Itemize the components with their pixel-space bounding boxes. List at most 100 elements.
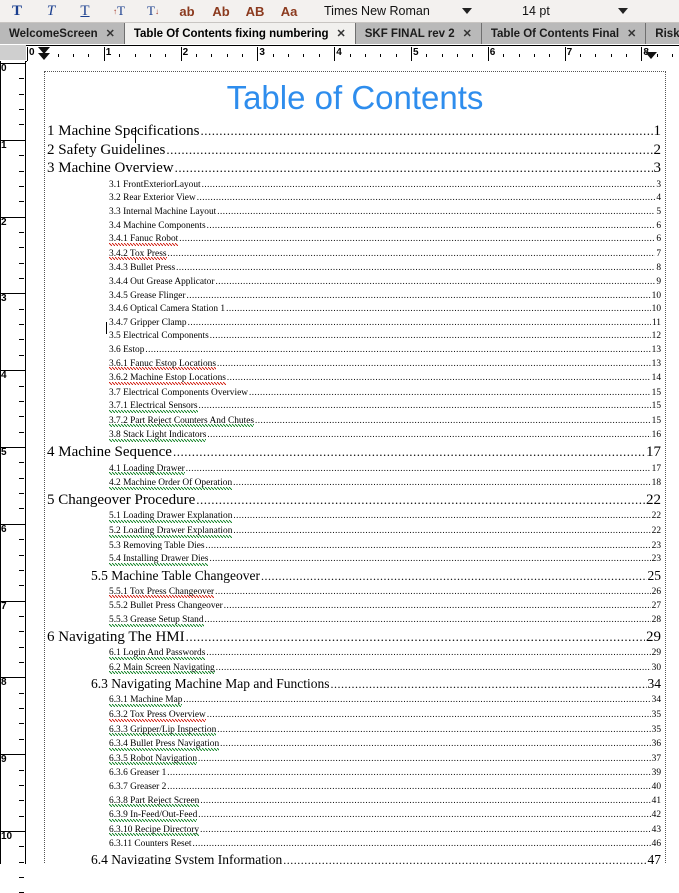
document-canvas[interactable]: Table of Contents 1 Machine Specificatio…: [27, 61, 679, 864]
ruler-minor-tick: [19, 662, 24, 664]
toc-entry[interactable]: 6.3.8 Part Reject Screen................…: [47, 794, 661, 809]
subscript-icon[interactable]: T ↓: [147, 3, 159, 18]
toc-entry[interactable]: 6.3.1 Machine Map.......................…: [47, 693, 661, 708]
toc-entry-page: 16: [651, 430, 661, 441]
toc-entry[interactable]: 6.3.9 In-Feed/Out-Feed..................…: [47, 808, 661, 823]
toc-entry[interactable]: 5.5.2 Bullet Press Changeover...........…: [47, 599, 661, 613]
ruler-minor-tick: [380, 54, 382, 57]
toc-entry-page: 13: [651, 344, 661, 355]
toc-entry[interactable]: 3.2 Rear Exterior View..................…: [47, 191, 661, 205]
toc-entry[interactable]: 5.4 Installing Drawer Dies..............…: [47, 552, 661, 567]
toc-entry[interactable]: 2 Safety Guidelines.....................…: [47, 141, 661, 160]
underline-icon[interactable]: T: [80, 2, 90, 19]
toc-entry[interactable]: 3.4.5 Grease Flinger....................…: [47, 289, 661, 303]
ruler-minor-tick: [19, 354, 24, 356]
document-page[interactable]: Table of Contents 1 Machine Specificatio…: [44, 71, 666, 864]
ruler-minor-tick: [165, 54, 167, 57]
toc-entry[interactable]: 6.3.5 Robot Navigation..................…: [47, 752, 661, 767]
toc-entry[interactable]: 5.3 Removing Table Dies.................…: [47, 539, 661, 553]
toc-entry[interactable]: 6.3 Navigating Machine Map and Functions…: [47, 675, 661, 693]
toc-entry[interactable]: 3.4.4 Out Grease Applicator.............…: [47, 275, 661, 289]
toc-entry[interactable]: 4.1 Loading Drawer......................…: [47, 462, 661, 477]
toc-entry[interactable]: 6.3.3 Gripper/Lip Inspection............…: [47, 723, 661, 738]
uppercase-icon[interactable]: AB: [245, 3, 265, 19]
ruler-minor-tick: [242, 54, 244, 57]
toc-entry[interactable]: 3.1 FrontExteriorLayout.................…: [47, 178, 661, 192]
toc-entry[interactable]: 3.3 Internal Machine Layout.............…: [47, 205, 661, 219]
vertical-ruler[interactable]: 0 1 2 3 4 5 6 7 8 9 10: [0, 61, 26, 893]
toc-entry[interactable]: 5.5 Machine Table Changeover............…: [47, 567, 661, 585]
toc-entry-page: 18: [651, 478, 661, 489]
document-tab[interactable]: Risk Assce: [646, 23, 679, 44]
ruler-minor-tick: [19, 416, 24, 418]
document-tab[interactable]: SKF FINAL rev 2 ✕: [355, 23, 482, 44]
toc-entry[interactable]: 3.4.6 Optical Camera Station 1..........…: [47, 302, 661, 316]
toc-entry[interactable]: 3.5 Electrical Components...............…: [47, 329, 661, 343]
subscript-glyph: T: [147, 3, 155, 18]
toc-entry[interactable]: 5.2 Loading Drawer Explanation..........…: [47, 524, 661, 539]
toggle-case-icon[interactable]: Aa: [280, 3, 298, 19]
toc-entry[interactable]: 4.2 Machine Order Of Operation..........…: [47, 476, 661, 491]
toc-entry[interactable]: 3.7.1 Electrical Sensors................…: [47, 399, 661, 414]
close-icon[interactable]: ✕: [105, 28, 115, 40]
toc-entry[interactable]: 6.3.10 Recipe Directory.................…: [47, 823, 661, 838]
toc-entry[interactable]: 4 Machine Sequence......................…: [47, 443, 661, 462]
bold-icon[interactable]: T: [11, 2, 22, 19]
document-tab[interactable]: Table Of Contents Final ✕: [481, 23, 647, 44]
right-indent-marker[interactable]: [645, 52, 657, 59]
toc-leader-dots: ........................................…: [217, 723, 650, 734]
superscript-icon[interactable]: ↑ T: [113, 3, 125, 18]
toc-entry[interactable]: 5 Changeover Procedure..................…: [47, 491, 661, 510]
ruler-minor-tick: [19, 308, 24, 310]
toc-entry[interactable]: 3.4 Machine Components..................…: [47, 219, 661, 233]
toc-entry[interactable]: 3.6.1 Fanuc Estop Locations.............…: [47, 357, 661, 372]
toc-entry[interactable]: 5.5.1 Tox Press Changeover..............…: [47, 585, 661, 600]
toc-entry-label: 6.2 Main Screen Navigating: [109, 661, 215, 676]
toc-entry[interactable]: 6.3.4 Bullet Press Navigation...........…: [47, 737, 661, 752]
toc-entry[interactable]: 3.7 Electrical Components Overview......…: [47, 386, 661, 400]
toc-entry[interactable]: 6.4 Navigating System Information.......…: [47, 851, 661, 864]
ruler-minor-tick: [19, 385, 24, 387]
toc-entry[interactable]: 3 Machine Overview......................…: [47, 159, 661, 178]
document-tab[interactable]: Table Of Contents fixing numbering ✕: [124, 23, 356, 44]
toc-entry[interactable]: 6.3.6 Greaser 1.........................…: [47, 766, 661, 780]
chevron-down-icon[interactable]: [618, 8, 628, 14]
first-line-indent-marker[interactable]: [38, 47, 50, 54]
font-size-combobox[interactable]: 14 pt: [518, 0, 636, 22]
toc-entry-page: 7: [656, 248, 661, 259]
close-icon[interactable]: ✕: [627, 28, 637, 40]
capitalize-icon[interactable]: Ab: [212, 3, 230, 19]
close-icon[interactable]: ✕: [336, 28, 346, 40]
toc-entry[interactable]: 3.6 Estop...............................…: [47, 343, 661, 357]
close-icon[interactable]: ✕: [462, 28, 472, 40]
document-tab[interactable]: WelcomeScreen ✕: [0, 23, 125, 44]
toc-entry[interactable]: 3.8 Stack Light Indicators..............…: [47, 428, 661, 444]
toc-entry[interactable]: 5.1 Loading Drawer Explanation..........…: [47, 509, 661, 525]
toc-entry[interactable]: 3.6.2 Machine Estop Locations...........…: [47, 371, 661, 386]
toc-entry-page: 9: [656, 276, 661, 287]
ruler-minor-tick: [610, 54, 612, 57]
toc-entry[interactable]: 3.7.2 Part Reject Counters And Chutes...…: [47, 414, 661, 429]
lowercase-icon[interactable]: ab: [179, 3, 195, 19]
left-indent-marker[interactable]: [38, 53, 50, 60]
toc-entry[interactable]: 6.3.2 Tox Press Overview................…: [47, 708, 661, 723]
toc-entry[interactable]: 3.4.7 Gripper Clamp.....................…: [47, 316, 661, 330]
toc-entry[interactable]: 3.4.3 Bullet Press......................…: [47, 261, 661, 275]
toc-list[interactable]: 1 Machine Specifications................…: [45, 122, 665, 864]
ruler-label: 2: [1, 216, 7, 228]
toc-entry[interactable]: 5.5.3 Grease Setup Stand................…: [47, 613, 661, 628]
font-family-combobox[interactable]: Times New Roman: [320, 0, 480, 22]
toc-entry[interactable]: 6.3.7 Greaser 2.........................…: [47, 780, 661, 794]
toc-entry[interactable]: 6.1 Login And Passwords.................…: [47, 646, 661, 661]
toc-entry[interactable]: 6 Navigating The HMI....................…: [47, 628, 661, 647]
italic-icon[interactable]: T: [46, 2, 56, 19]
document-tab-label: SKF FINAL rev 2: [364, 27, 455, 40]
toc-entry[interactable]: 6.3.11 Counters Reset...................…: [47, 837, 661, 851]
toc-entry[interactable]: 3.4.2 Tox Press.........................…: [47, 247, 661, 262]
toc-entry[interactable]: 1 Machine Specifications................…: [47, 122, 661, 141]
toc-entry[interactable]: 6.2 Main Screen Navigating..............…: [47, 661, 661, 676]
chevron-down-icon[interactable]: [462, 8, 472, 14]
toc-entry[interactable]: 3.4.1 Fanuc Robot.......................…: [47, 232, 661, 247]
